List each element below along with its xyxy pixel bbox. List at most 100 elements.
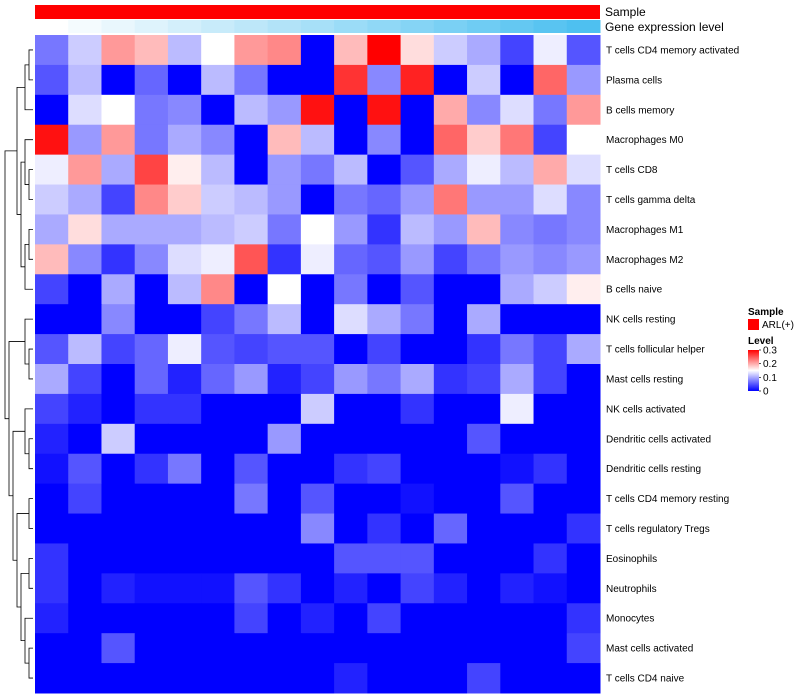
heatmap-cell: [400, 453, 435, 485]
heatmap-cell: [134, 244, 169, 275]
heatmap-cells: [35, 35, 601, 694]
heatmap-cell: [68, 244, 102, 275]
heatmap-cell: [201, 364, 235, 395]
heatmap-cell: [267, 35, 302, 66]
heatmap-cell: [566, 603, 601, 634]
heatmap-cell: [500, 154, 535, 186]
heatmap-cell: [566, 184, 601, 215]
heatmap-cell: [566, 334, 601, 365]
heatmap-cell: [234, 663, 269, 694]
heatmap-cell: [566, 573, 601, 604]
heatmap-cell: [267, 663, 302, 694]
heatmap-cell: [167, 274, 202, 305]
heatmap-cell: [201, 573, 235, 604]
heatmap-cell: [433, 513, 468, 544]
heatmap-cell: [134, 304, 169, 335]
heatmap-cell: [500, 543, 535, 574]
heatmap-cell: [400, 154, 435, 186]
heatmap-cell: [467, 423, 501, 455]
heatmap-cell: [433, 364, 468, 395]
heatmap-cell: [234, 633, 269, 664]
dendrogram-branch: [4, 150, 17, 420]
heatmap-cell: [300, 94, 335, 126]
dendrogram-branch: [28, 647, 33, 679]
heatmap-cell: [234, 603, 269, 634]
heatmap-cell: [167, 94, 202, 126]
heatmap-cell: [334, 393, 368, 425]
heatmap-cell: [35, 35, 69, 66]
heatmap-cell: [267, 573, 302, 604]
heatmap-cell: [467, 35, 501, 66]
heatmap-cell: [68, 663, 102, 694]
heatmap-cell: [35, 244, 69, 275]
legend-sample-label: ARL(+): [762, 320, 794, 331]
heatmap-cell: [500, 453, 535, 485]
heatmap-cell: [234, 483, 269, 515]
heatmap-cell: [566, 154, 601, 186]
heatmap-cell: [167, 35, 202, 66]
heatmap-cell: [533, 633, 568, 664]
heatmap-cell: [533, 483, 568, 515]
row-label: Eosinophils: [606, 554, 657, 565]
heatmap-cell: [566, 663, 601, 694]
heatmap-cell: [167, 453, 202, 485]
heatmap-cell: [101, 214, 136, 245]
heatmap-cell: [134, 334, 169, 365]
heatmap-cell: [334, 124, 368, 156]
heatmap-cell: [400, 543, 435, 574]
heatmap-cell: [566, 423, 601, 455]
heatmap-cell: [566, 633, 601, 664]
heatmap-cell: [300, 633, 335, 664]
heatmap-cell: [267, 124, 302, 156]
dendrogram-branch: [28, 498, 33, 529]
heatmap-cell: [566, 214, 601, 245]
heatmap-cell: [134, 483, 169, 515]
legend-level-title: Level: [748, 336, 774, 347]
heatmap-cell: [367, 603, 402, 634]
heatmap-cell: [35, 543, 69, 574]
heatmap-cell: [134, 543, 169, 574]
heatmap-cell: [367, 64, 402, 96]
heatmap-cell: [500, 663, 535, 694]
heatmap-cell: [367, 35, 402, 66]
heatmap-cell: [533, 573, 568, 604]
heatmap-cell: [101, 244, 136, 275]
legend-level-ticks: 0.3 0.2 0.1 0: [759, 346, 777, 398]
expression-annotation-cell: [533, 20, 568, 33]
heatmap-cell: [101, 364, 136, 395]
heatmap-cell: [400, 364, 435, 395]
heatmap-cell: [334, 94, 368, 126]
heatmap-cell: [566, 94, 601, 126]
heatmap-cell: [167, 543, 202, 574]
heatmap-cell: [400, 423, 435, 455]
heatmap-cell: [267, 543, 302, 574]
heatmap-cell: [533, 663, 568, 694]
heatmap-cell: [334, 154, 368, 186]
heatmap-cell: [566, 513, 601, 544]
heatmap-cell: [134, 393, 169, 425]
heatmap-cell: [300, 603, 335, 634]
heatmap-cell: [68, 64, 102, 96]
heatmap-cell: [101, 633, 136, 664]
heatmap-cell: [201, 64, 235, 96]
heatmap-cell: [533, 94, 568, 126]
heatmap-cell: [167, 184, 202, 215]
expression-annotation-bar: [35, 20, 601, 33]
heatmap-cell: [566, 483, 601, 515]
heatmap-cell: [433, 35, 468, 66]
heatmap-cell: [367, 453, 402, 485]
heatmap-cell: [234, 214, 269, 245]
heatmap-cell: [334, 214, 368, 245]
heatmap-cell: [234, 543, 269, 574]
heatmap-cell: [467, 214, 501, 245]
heatmap-cell: [433, 214, 468, 245]
heatmap-cell: [35, 423, 69, 455]
heatmap-cell: [400, 64, 435, 96]
legend-level-tick-label: 0: [763, 387, 769, 398]
heatmap-cell: [400, 483, 435, 515]
heatmap-cell: [267, 603, 302, 634]
row-label: T cells follicular helper: [606, 345, 705, 356]
heatmap-cell: [400, 573, 435, 604]
heatmap-cell: [300, 423, 335, 455]
heatmap-cell: [267, 364, 302, 395]
